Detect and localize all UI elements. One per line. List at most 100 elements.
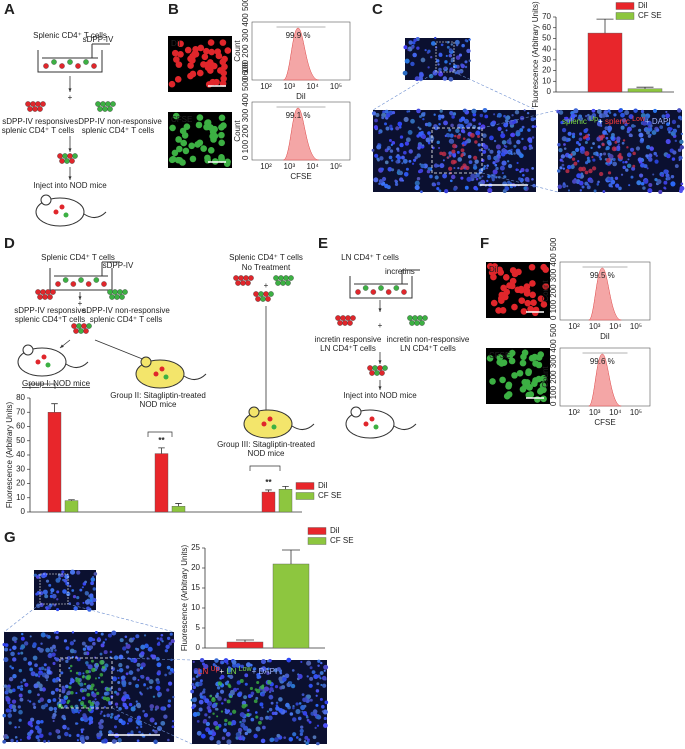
- nucleus: [486, 179, 489, 183]
- nucleus: [416, 108, 421, 114]
- cell: [531, 309, 539, 317]
- stained-cell: [473, 155, 478, 160]
- nucleus: [679, 145, 685, 150]
- nucleus: [39, 733, 44, 739]
- nucleus: [118, 706, 122, 711]
- nucleus: [103, 670, 106, 673]
- nucleus: [438, 114, 442, 119]
- nucleus: [605, 162, 608, 165]
- nucleus: [525, 168, 529, 173]
- label: Splenic CD4⁺ T cells: [41, 253, 115, 262]
- cell: [500, 359, 508, 367]
- nucleus: [205, 721, 211, 727]
- nucleus: [413, 38, 417, 42]
- nucleus: [39, 687, 43, 692]
- nucleus: [125, 665, 130, 669]
- nucleus: [658, 189, 663, 194]
- nucleus: [452, 154, 456, 158]
- nucleus: [320, 661, 323, 665]
- nucleus: [576, 173, 582, 179]
- nucleus: [66, 655, 71, 661]
- nucleus: [508, 164, 513, 169]
- nucleus: [524, 176, 530, 182]
- nucleus: [289, 712, 294, 716]
- mouse-tail: [291, 423, 315, 430]
- nucleus: [515, 131, 521, 137]
- nucleus: [499, 165, 505, 171]
- label: 10: [191, 603, 200, 612]
- nucleus: [381, 116, 385, 120]
- nucleus: [584, 181, 589, 186]
- nucleus: [136, 703, 142, 709]
- cell: [47, 294, 53, 300]
- nucleus: [20, 684, 24, 688]
- stained-cell: [600, 134, 605, 139]
- nucleus: [317, 664, 320, 667]
- nucleus: [18, 718, 22, 722]
- label: +: [68, 93, 73, 102]
- nucleus: [445, 54, 448, 58]
- nucleus: [493, 139, 497, 143]
- nucleus: [195, 675, 199, 678]
- nucleus: [614, 176, 619, 180]
- nucleus: [563, 143, 566, 146]
- label: 10³: [589, 408, 601, 417]
- nucleus: [624, 110, 630, 116]
- cell: [245, 280, 251, 286]
- nucleus: [583, 128, 588, 134]
- nucleus: [120, 675, 125, 680]
- nucleus: [412, 41, 416, 45]
- label: 10³: [284, 162, 296, 171]
- label: DiI: [600, 332, 610, 341]
- cell: [25, 101, 31, 107]
- nucleus: [377, 158, 380, 162]
- nucleus: [171, 725, 175, 728]
- nucleus: [611, 133, 615, 137]
- nucleus: [519, 153, 524, 159]
- stained-cell: [439, 151, 443, 156]
- nucleus: [424, 49, 427, 52]
- nucleus: [60, 698, 64, 702]
- stained-cell: [100, 680, 104, 684]
- nucleus: [7, 713, 13, 718]
- legend-swatch: [615, 12, 635, 20]
- nucleus: [389, 124, 393, 128]
- nucleus: [664, 187, 667, 190]
- nucleus: [193, 669, 198, 675]
- nucleus: [92, 575, 95, 578]
- nucleus: [464, 185, 469, 190]
- stained-cell: [599, 171, 604, 177]
- nucleus: [235, 732, 241, 737]
- bar: [47, 412, 62, 513]
- nucleus: [646, 167, 649, 170]
- nucleus: [297, 673, 303, 679]
- nucleus: [38, 648, 44, 653]
- nucleus: [438, 67, 442, 72]
- nucleus: [598, 119, 602, 124]
- nucleus: [475, 187, 479, 191]
- nucleus: [418, 131, 424, 137]
- nucleus: [154, 722, 158, 725]
- nucleus: [255, 696, 259, 700]
- cell: [37, 294, 43, 300]
- cell: [271, 424, 277, 430]
- nucleus: [663, 180, 668, 185]
- nucleus: [227, 674, 231, 678]
- cell: [524, 299, 532, 307]
- panel-label: B: [168, 1, 179, 18]
- label: DiI: [171, 39, 181, 48]
- nucleus: [416, 46, 420, 50]
- nucleus: [463, 118, 469, 124]
- cell: [369, 370, 375, 376]
- bar: [154, 453, 169, 513]
- nucleus: [500, 130, 504, 134]
- nucleus: [76, 739, 80, 742]
- cell: [509, 267, 517, 274]
- nucleus: [40, 642, 43, 645]
- nucleus: [99, 712, 102, 715]
- nucleus: [317, 659, 321, 663]
- nucleus: [652, 108, 658, 114]
- nucleus: [448, 62, 451, 65]
- nucleus: [559, 166, 563, 170]
- nucleus: [55, 635, 59, 640]
